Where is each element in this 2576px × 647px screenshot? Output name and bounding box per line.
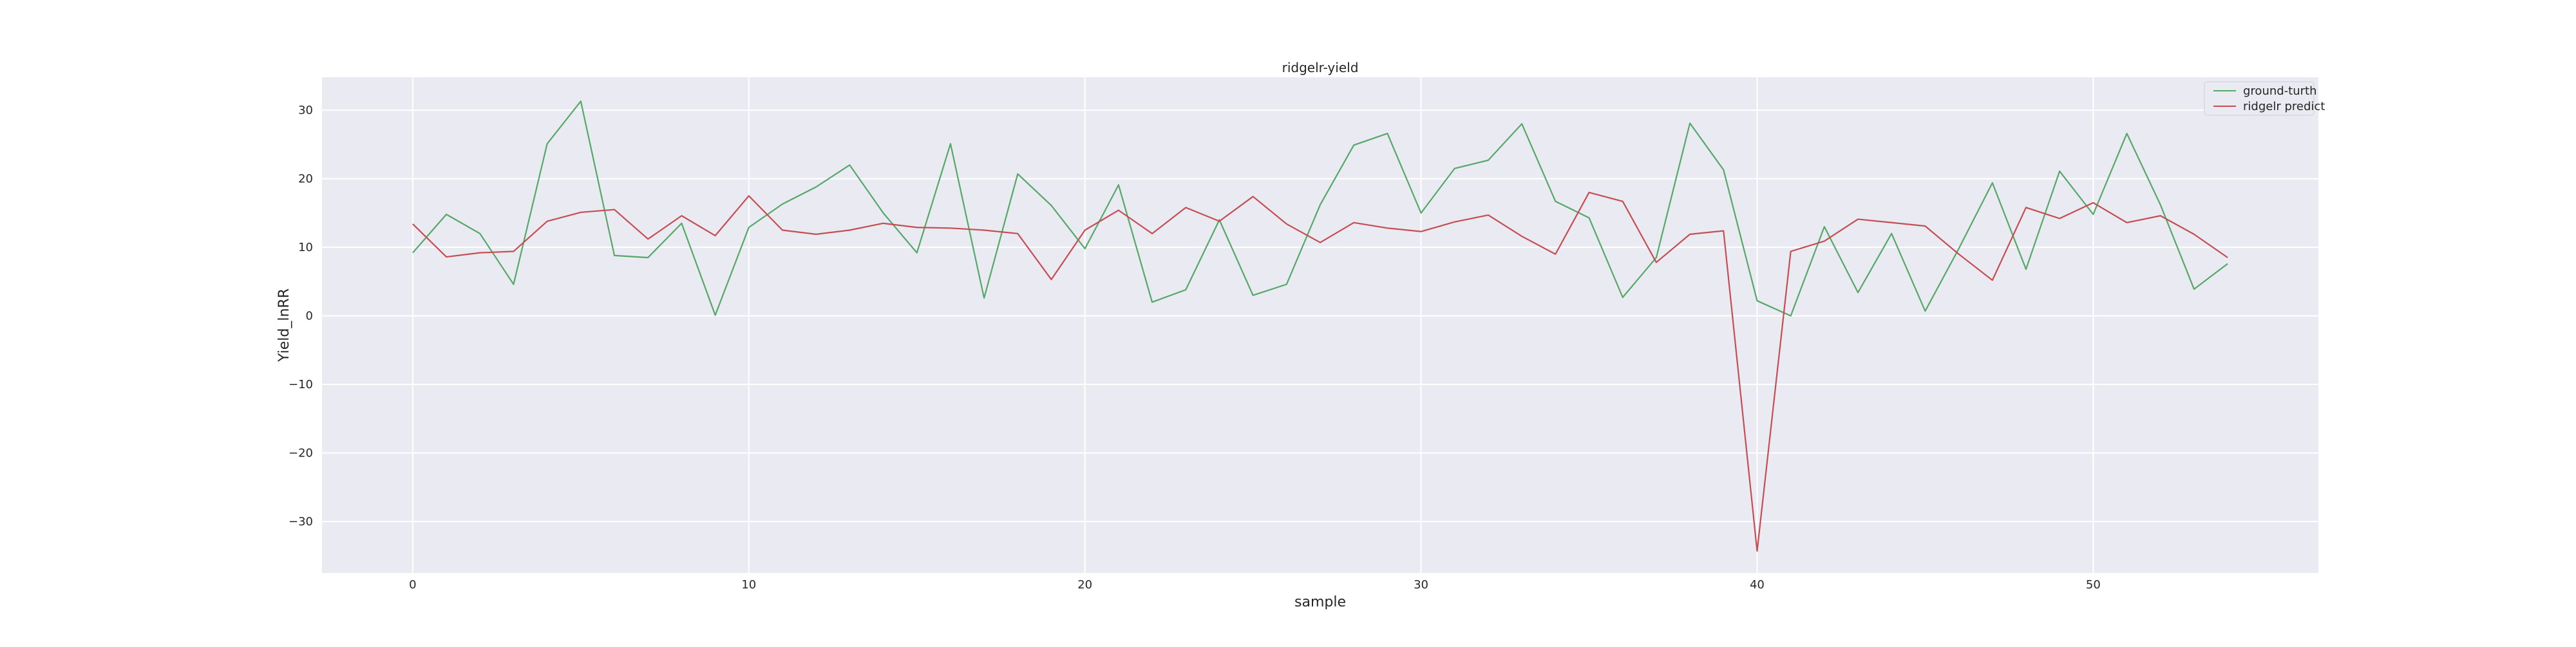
x-tick-label: 10 [741, 578, 756, 592]
y-tick-label: 30 [298, 104, 313, 117]
plot-background [322, 77, 2318, 573]
chart-title: ridgelr-yield [1282, 60, 1359, 75]
x-tick-label: 0 [409, 578, 416, 592]
y-tick-label: 10 [298, 241, 313, 254]
series-line-ridgelr-predict [412, 191, 2228, 552]
x-tick-label: 30 [1414, 578, 1428, 592]
series-line-ground-turth [412, 100, 2228, 317]
x-axis-label: sample [1294, 594, 1346, 610]
tick-labels: 0 10 20 30 40 50 −30 −20 −10 0 10 20 30 [289, 104, 2101, 592]
legend-label-ridgelr-predict: ridgelr predict [2243, 100, 2325, 113]
y-axis-label: Yield_lnRR [276, 288, 292, 362]
x-tick-label: 20 [1077, 578, 1092, 592]
grid [322, 77, 2318, 573]
x-tick-label: 50 [2086, 578, 2101, 592]
y-tick-label: −20 [289, 447, 313, 460]
legend: ground-turth ridgelr predict [2204, 81, 2325, 116]
legend-label-ground-turth: ground-turth [2243, 84, 2317, 98]
y-tick-label: 20 [298, 173, 313, 186]
y-tick-label: −30 [289, 515, 313, 529]
x-tick-label: 40 [1750, 578, 1765, 592]
y-tick-label: −10 [289, 378, 313, 391]
y-tick-label: 0 [306, 310, 313, 323]
series-lines [412, 100, 2228, 552]
